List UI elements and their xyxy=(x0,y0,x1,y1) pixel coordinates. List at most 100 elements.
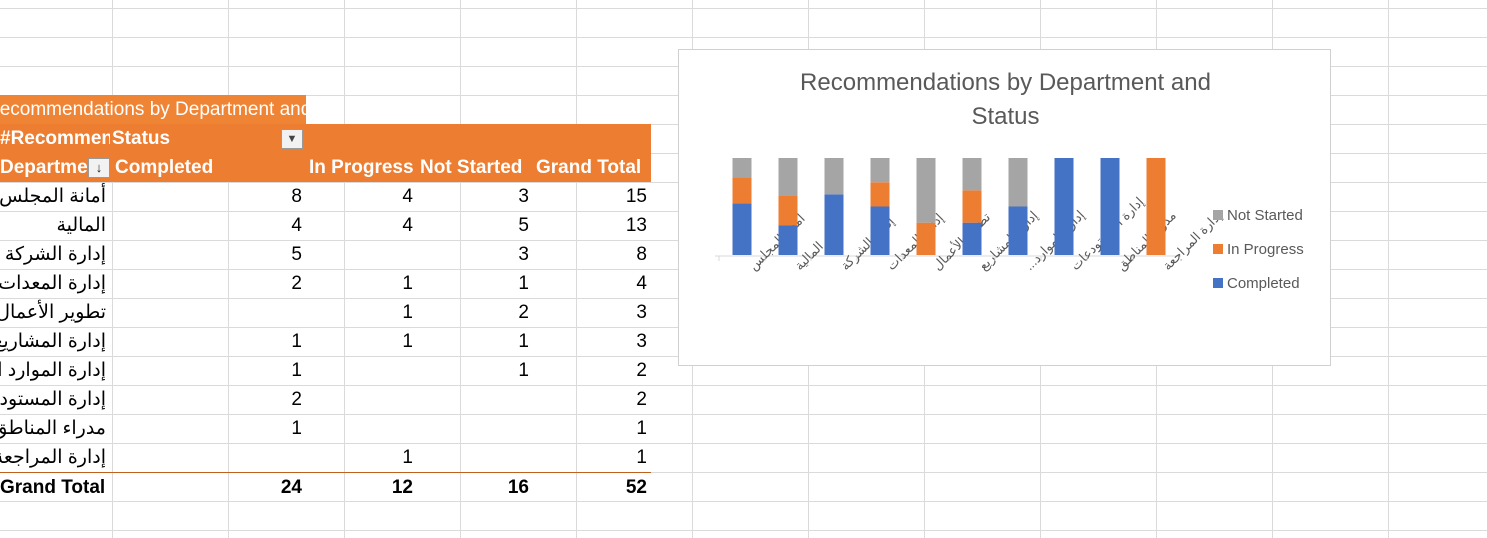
pivot-title: Recommendations by Department and Status xyxy=(0,95,306,124)
in-progress-cell: 4 xyxy=(402,215,413,236)
pivot-header-row-2: Department ↓ Completed In Progress Not S… xyxy=(0,153,651,182)
status-filter-dropdown[interactable]: ▼ xyxy=(281,129,303,149)
in-progress-cell: 1 xyxy=(402,331,413,352)
total-not-started: 16 xyxy=(507,477,529,498)
table-row: المالية 4 4 5 13 xyxy=(0,211,651,240)
table-row: إدارة المستودعات 2 2 xyxy=(0,385,651,414)
total-cell: 1 xyxy=(636,418,647,439)
chart-title: Recommendations by Department and Status xyxy=(800,69,1211,130)
department-cell: المالية xyxy=(56,215,106,236)
bar-segment-completed[interactable] xyxy=(1100,158,1120,255)
bar-segment-completed[interactable] xyxy=(778,225,798,255)
total-cell: 3 xyxy=(636,331,647,352)
bar-segment-not-started[interactable] xyxy=(732,158,752,178)
completed-cell: 1 xyxy=(291,331,302,352)
table-row: إدارة الشركة 5 3 8 xyxy=(0,240,651,269)
total-cell: 4 xyxy=(636,273,647,294)
completed-cell: 5 xyxy=(291,244,302,265)
sort-arrow-icon: ↓ xyxy=(95,160,103,175)
total-cell: 8 xyxy=(636,244,647,265)
table-row: أمانة المجلس 8 4 3 15 xyxy=(0,182,651,211)
in-progress-cell: 1 xyxy=(402,273,413,294)
not-started-cell: 1 xyxy=(518,273,529,294)
department-cell: إدارة الشركة xyxy=(4,244,106,265)
table-row: إدارة المعدات 2 1 1 4 xyxy=(0,269,651,298)
legend-swatch xyxy=(1213,278,1223,289)
bar-segment-not-started[interactable] xyxy=(962,158,982,191)
bar-segment-completed[interactable] xyxy=(1008,206,1028,256)
department-cell: إدارة الموارد البشرية xyxy=(0,360,106,381)
in-progress-cell: 4 xyxy=(402,186,413,207)
not-started-cell: 5 xyxy=(518,215,529,236)
completed-cell: 2 xyxy=(291,273,302,294)
total-cell: 15 xyxy=(625,186,647,207)
col-header-completed: Completed xyxy=(115,157,214,178)
table-row: مدراء المناطق 1 1 xyxy=(0,414,651,443)
total-grand: 52 xyxy=(625,477,647,498)
department-cell: إدارة المعدات xyxy=(0,273,106,294)
total-cell: 2 xyxy=(636,360,647,381)
department-cell: أمانة المجلس xyxy=(0,186,106,207)
department-cell: إدارة المستودعات xyxy=(0,389,106,410)
department-cell: إدارة المشاريع xyxy=(0,331,106,352)
bar-segment-not-started[interactable] xyxy=(870,158,890,183)
bar-segment-not-started[interactable] xyxy=(824,158,844,195)
bar-segment-completed[interactable] xyxy=(824,194,844,255)
legend-item[interactable]: Completed xyxy=(1213,275,1300,292)
table-row: تطوير الأعمال 1 2 3 xyxy=(0,298,651,327)
completed-cell: 8 xyxy=(291,186,302,207)
column-field-label[interactable]: Status xyxy=(112,128,171,149)
bar-segment-in-progress[interactable] xyxy=(916,222,936,255)
not-started-cell: 3 xyxy=(518,186,529,207)
bar-segment-in-progress[interactable] xyxy=(778,195,798,226)
department-cell: تطوير الأعمال xyxy=(0,302,106,323)
bar-segment-completed[interactable] xyxy=(732,203,752,255)
bar-segment-not-started[interactable] xyxy=(916,158,936,223)
grand-total-row: Grand Total 24 12 16 52 xyxy=(0,472,651,502)
bar-segment-in-progress[interactable] xyxy=(870,182,890,207)
bar-segment-completed[interactable] xyxy=(962,222,982,255)
grand-total-label: Grand Total xyxy=(0,477,106,498)
bar-segment-in-progress[interactable] xyxy=(962,190,982,223)
department-cell: إدارة المراجعة xyxy=(0,447,106,468)
bar-segment-in-progress[interactable] xyxy=(732,177,752,204)
bar-segment-not-started[interactable] xyxy=(1008,158,1028,207)
legend-swatch xyxy=(1213,244,1223,255)
completed-cell: 1 xyxy=(291,360,302,381)
legend-swatch xyxy=(1213,210,1223,221)
not-started-cell: 2 xyxy=(518,302,529,323)
bar-segment-not-started[interactable] xyxy=(778,158,798,196)
col-header-not-started: Not Started xyxy=(420,157,523,178)
total-cell: 13 xyxy=(625,215,647,236)
pivot-header-row-1: #Recommendations Status ▼ xyxy=(0,124,651,153)
completed-cell: 4 xyxy=(291,215,302,236)
total-cell: 2 xyxy=(636,389,647,410)
value-field-label[interactable]: #Recommendations xyxy=(0,128,110,149)
department-cell: مدراء المناطق xyxy=(0,418,106,439)
total-completed: 24 xyxy=(280,477,302,498)
table-row: إدارة الموارد البشرية 1 1 2 xyxy=(0,356,651,385)
not-started-cell: 1 xyxy=(518,331,529,352)
stacked-bar-chart[interactable]: Recommendations by Department and Status… xyxy=(678,49,1331,366)
table-row: إدارة المراجعة 1 1 xyxy=(0,443,651,472)
legend-label: Not Started xyxy=(1227,207,1303,224)
legend-label: In Progress xyxy=(1227,241,1304,258)
chevron-down-icon: ▼ xyxy=(286,133,298,145)
completed-cell: 2 xyxy=(291,389,302,410)
legend-label: Completed xyxy=(1227,275,1300,292)
legend-item[interactable]: In Progress xyxy=(1213,241,1304,258)
in-progress-cell: 1 xyxy=(402,447,413,468)
completed-cell: 1 xyxy=(291,418,302,439)
bar-segment-in-progress[interactable] xyxy=(1146,158,1166,255)
total-in-progress: 12 xyxy=(391,477,413,498)
legend-item[interactable]: Not Started xyxy=(1213,207,1303,224)
department-sort-filter-button[interactable]: ↓ xyxy=(88,158,110,178)
col-header-in-progress: In Progress xyxy=(309,157,414,178)
total-cell: 3 xyxy=(636,302,647,323)
not-started-cell: 1 xyxy=(518,360,529,381)
row-field-label[interactable]: Department xyxy=(0,157,88,178)
bar-segment-completed[interactable] xyxy=(1054,158,1074,255)
not-started-cell: 3 xyxy=(518,244,529,265)
in-progress-cell: 1 xyxy=(402,302,413,323)
bar-segment-completed[interactable] xyxy=(870,206,890,256)
